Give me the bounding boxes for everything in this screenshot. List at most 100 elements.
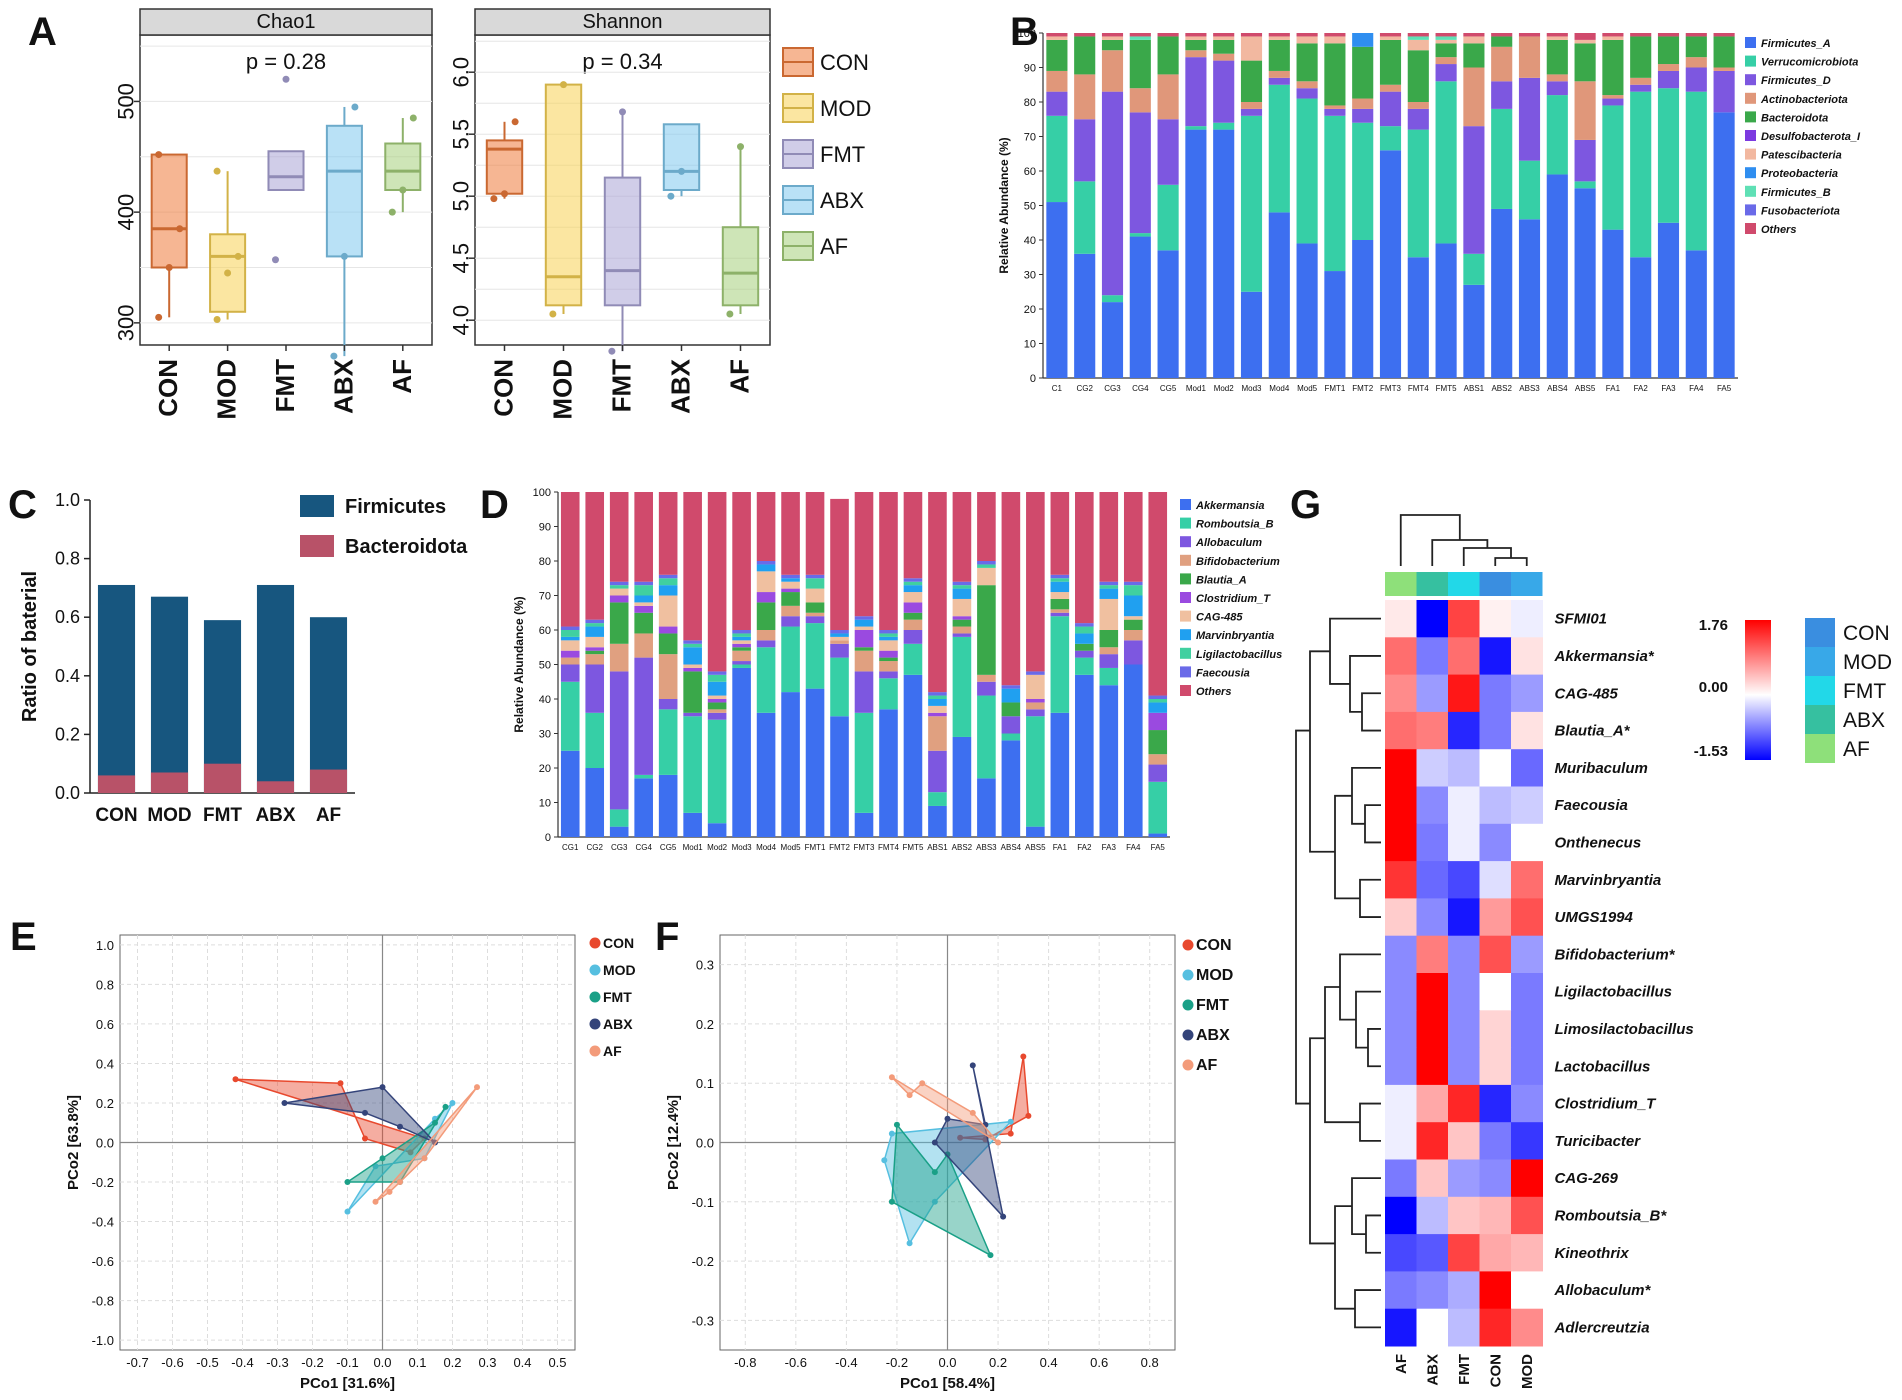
bar-segment-Others [1713, 33, 1735, 37]
bar-segment-Others [1213, 33, 1235, 37]
x-tick-label: CON [153, 359, 183, 417]
bar-segment-Allobaculum [1075, 650, 1094, 658]
point-AF [372, 1198, 379, 1205]
bar-segment-CAG-485 [781, 581, 800, 589]
box-AF [721, 226, 760, 307]
x-tick-label: ABS4 [1547, 384, 1568, 393]
bar-segment-Allobaculum [1050, 612, 1070, 617]
heat-cell [1448, 1084, 1480, 1123]
legend-swatch [1745, 223, 1756, 234]
data-point-CON [501, 190, 508, 198]
bar-segment-Faecousia [854, 616, 874, 620]
bar-segment-Others [1050, 492, 1070, 575]
row-label: Kineothrix [1555, 1245, 1630, 1262]
bar-segment-Actinobacteriota [1324, 105, 1346, 109]
row-label: Faecousia [1555, 797, 1628, 814]
row-dendrogram [1334, 1205, 1355, 1310]
bar-segment-Others [1463, 33, 1485, 37]
panel-letter-E: E [10, 915, 37, 959]
stacked-panel-B: 0 10 20 30 40 50 60 70 80 90 100 Relative Abundance… [997, 28, 1861, 393]
bar-segment-Firmicutes_D [1407, 108, 1429, 130]
bar-segment-CAG-485 [830, 636, 849, 641]
bar-segment-Marvinbryantia [903, 585, 923, 593]
legend-swatch [1180, 554, 1191, 566]
bar-segment-Allobaculum [1026, 709, 1045, 717]
color-scale-bar [1745, 620, 1771, 760]
x-tick-label: FMT5 [1436, 384, 1457, 393]
point-ABX [397, 1123, 403, 1130]
bar-segment-Others [609, 492, 629, 582]
point-MOD [931, 1198, 938, 1205]
bar-segment-Bacteroidota [1491, 36, 1513, 47]
point-CON [232, 1076, 239, 1083]
bar-segment-Firmicutes_D [1157, 119, 1179, 185]
row-label: CAG-269 [1555, 1170, 1619, 1187]
bar-firmicutes-AF [309, 617, 348, 793]
data-point-ABX [678, 167, 685, 175]
point-MOD [906, 1240, 913, 1247]
row-dendrogram [1324, 986, 1360, 1124]
heat-cell [1511, 973, 1543, 1011]
legend-label: Desulfobacterota_I [1761, 131, 1861, 143]
bar-segment-Romboutsia_B [1001, 733, 1021, 741]
point-AF [888, 1074, 895, 1081]
x-tick-label: 0.8 [1141, 1355, 1159, 1370]
bar-segment-CAG-485 [952, 598, 972, 617]
x-tick-label: CG3 [611, 843, 628, 852]
row-label: Akkermansia* [1554, 648, 1655, 665]
y-tick-label: 50 [539, 660, 551, 672]
heat-cell [1448, 1308, 1480, 1347]
x-tick-label: -0.1 [336, 1355, 358, 1370]
x-tick-label: 0.4 [1040, 1355, 1058, 1370]
scale-label-max: 1.76 [1699, 617, 1728, 634]
row-label: Allobaculum* [1554, 1282, 1652, 1299]
heat-cell [1479, 749, 1512, 787]
bar-bacteroidota-ABX [256, 781, 295, 793]
y-tick-label: 50 [1024, 201, 1036, 213]
heat-cell [1511, 823, 1543, 862]
x-tick-label: CG5 [1160, 384, 1177, 393]
y-axis-label: Relative Abundance (%) [997, 137, 1011, 273]
bar-segment-Firmicutes_D [1574, 139, 1596, 182]
bar-segment-Blautia_A [1075, 643, 1094, 651]
heat-cell [1479, 711, 1512, 750]
panel-letter-D: D [480, 483, 509, 527]
legend-swatch [1745, 167, 1756, 179]
data-point-FMT [608, 347, 616, 355]
bar-segment-Bifidobacterium [609, 643, 629, 672]
heat-cell [1511, 1271, 1543, 1310]
bar-segment-CAG-485 [879, 640, 898, 651]
bar-segment-Firmicutes_A [1046, 202, 1068, 378]
row-dendrogram [1351, 766, 1381, 825]
point-AF [386, 1188, 393, 1195]
bar-segment-Firmicutes_A [1463, 284, 1485, 378]
bar-segment-Akkermansia [1123, 664, 1143, 837]
bar-segment-Verrucomicrobiota [1185, 126, 1207, 130]
bar-segment-Romboutsia_B [732, 664, 751, 668]
hull-AF [891, 1076, 999, 1144]
bar-segment-Firmicutes_A [1630, 257, 1652, 378]
bar-segment-Bifidobacterium [854, 650, 874, 672]
data-point-CON [176, 225, 184, 233]
row-label: Turicibacter [1555, 1133, 1642, 1150]
x-tick-label: Mod4 [1269, 384, 1290, 393]
heat-cell [1511, 674, 1543, 713]
heat-cell [1416, 1196, 1449, 1235]
bar-segment-Firmicutes_A [1268, 212, 1290, 378]
bar-segment-CAG-485 [585, 636, 605, 648]
bar-segment-Romboutsia_B [658, 709, 678, 775]
bar-segment-Allobaculum [658, 699, 678, 710]
row-label: Lactobacillus [1555, 1058, 1651, 1075]
point-FMT [987, 1252, 994, 1259]
bar-segment-CAG-485 [609, 588, 629, 596]
bar-segment-Akkermansia [707, 823, 727, 837]
bar-segment-Clostridium_T [658, 626, 678, 634]
bar-bacteroidota-FMT [203, 763, 242, 793]
legend-label: Firmicutes_D [1761, 75, 1831, 87]
bar-segment-CAG-485 [683, 664, 702, 668]
bar-segment-Bifidobacterium [1026, 702, 1045, 710]
heat-cell [1511, 1234, 1543, 1272]
bar-segment-Others [1685, 33, 1707, 37]
bar-segment-Allobaculum [1099, 654, 1119, 668]
bar-segment-Bacteroidota [1435, 43, 1457, 58]
